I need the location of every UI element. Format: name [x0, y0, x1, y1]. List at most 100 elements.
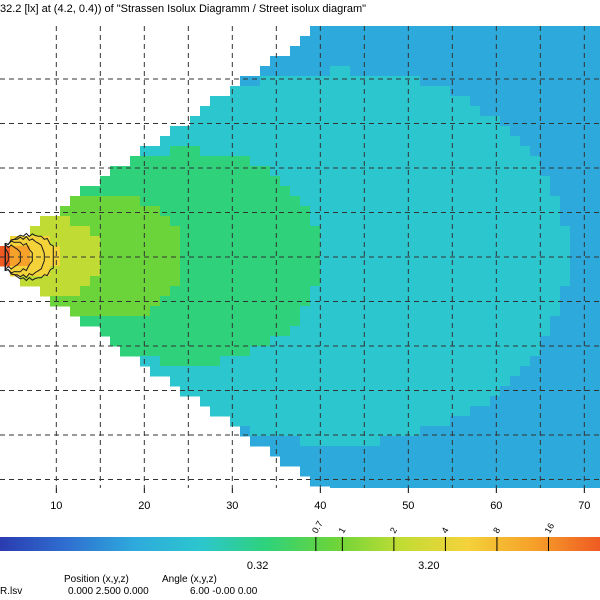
- heat-cell: [540, 266, 551, 277]
- heat-cell: [560, 86, 571, 97]
- heat-cell: [320, 336, 331, 347]
- heat-cell: [360, 476, 371, 487]
- heat-cell: [440, 486, 451, 488]
- heat-cell: [190, 326, 201, 337]
- heat-cell: [130, 346, 141, 357]
- heat-cell: [370, 386, 381, 397]
- heat-cell: [400, 316, 411, 327]
- heat-cell: [280, 146, 291, 157]
- heat-cell: [540, 116, 551, 127]
- heat-cell: [130, 276, 141, 287]
- heat-cell: [520, 216, 531, 227]
- heat-cell: [500, 96, 511, 107]
- heat-cell: [230, 126, 241, 137]
- heat-cell: [480, 436, 491, 447]
- heat-cell: [320, 126, 331, 137]
- heat-cell: [400, 146, 411, 157]
- heat-cell: [260, 266, 271, 277]
- heat-cell: [530, 186, 541, 197]
- heat-cell: [460, 166, 471, 177]
- heat-cell: [560, 126, 571, 137]
- heat-cell: [330, 416, 341, 427]
- heat-cell: [370, 226, 381, 237]
- heat-cell: [370, 56, 381, 67]
- heat-cell: [490, 256, 501, 267]
- heat-cell: [280, 296, 291, 307]
- heat-cell: [460, 446, 471, 457]
- heat-cell: [530, 146, 541, 157]
- heat-cell: [560, 56, 571, 67]
- heat-cell: [530, 376, 541, 387]
- heat-cell: [420, 66, 431, 77]
- heat-cell: [300, 456, 311, 467]
- heat-cell: [280, 236, 291, 247]
- heat-cell: [520, 336, 531, 347]
- heat-cell: [450, 126, 461, 137]
- heat-cell: [560, 226, 571, 237]
- heat-cell: [550, 76, 561, 87]
- heat-cell: [290, 106, 301, 117]
- heat-cell: [430, 96, 441, 107]
- heat-cell: [440, 436, 451, 447]
- heat-cell: [420, 386, 431, 397]
- isolux-contour: [4, 232, 54, 282]
- heat-cell: [200, 186, 211, 197]
- heat-cell: [210, 256, 221, 267]
- heat-cell: [100, 326, 111, 337]
- heat-cell: [540, 206, 551, 217]
- heat-cell: [450, 286, 461, 297]
- heat-cell: [310, 176, 321, 187]
- heat-cell: [580, 326, 591, 337]
- heat-cell: [440, 166, 451, 177]
- heat-cell: [360, 386, 371, 397]
- heat-cell: [390, 156, 401, 167]
- heat-cell: [190, 336, 201, 347]
- heat-cell: [320, 86, 331, 97]
- heat-cell: [200, 156, 211, 167]
- heat-cell: [380, 466, 391, 477]
- heat-cell: [240, 136, 251, 147]
- heat-cell: [230, 216, 241, 227]
- heat-cell: [530, 346, 541, 357]
- heat-cell: [160, 326, 171, 337]
- heat-cell: [500, 106, 511, 117]
- heat-cell: [140, 256, 151, 267]
- heat-cell: [590, 446, 600, 457]
- heat-cell: [550, 36, 561, 47]
- heat-cell: [160, 316, 171, 327]
- heat-cell: [570, 376, 581, 387]
- heat-cell: [440, 156, 451, 167]
- heat-cell: [60, 216, 71, 227]
- heat-cell: [310, 276, 321, 287]
- heat-cell: [170, 186, 181, 197]
- heat-cell: [260, 156, 271, 167]
- heat-cell: [430, 266, 441, 277]
- heat-cell: [290, 146, 301, 157]
- heat-cell: [540, 176, 551, 187]
- heat-cell: [340, 256, 351, 267]
- heat-cell: [590, 356, 600, 367]
- heat-cell: [200, 146, 211, 157]
- heat-cell: [260, 216, 271, 227]
- heat-cell: [530, 316, 541, 327]
- heat-cell: [380, 66, 391, 77]
- heat-cell: [490, 276, 501, 287]
- heat-cell: [230, 396, 241, 407]
- heat-cell: [220, 96, 231, 107]
- heat-cell: [470, 466, 481, 477]
- heat-cell: [430, 346, 441, 357]
- heat-cell: [240, 96, 251, 107]
- heat-cell: [380, 386, 391, 397]
- heat-cell: [550, 266, 561, 277]
- heat-cell: [340, 126, 351, 137]
- heat-cell: [110, 336, 121, 347]
- heat-cell: [420, 26, 431, 37]
- heat-cell: [290, 306, 301, 317]
- heat-cell: [460, 246, 471, 257]
- heat-cell: [300, 116, 311, 127]
- heat-cell: [530, 216, 541, 227]
- heat-cell: [220, 276, 231, 287]
- heat-cell: [330, 276, 341, 287]
- heat-cell: [200, 346, 211, 357]
- heat-cell: [310, 466, 321, 477]
